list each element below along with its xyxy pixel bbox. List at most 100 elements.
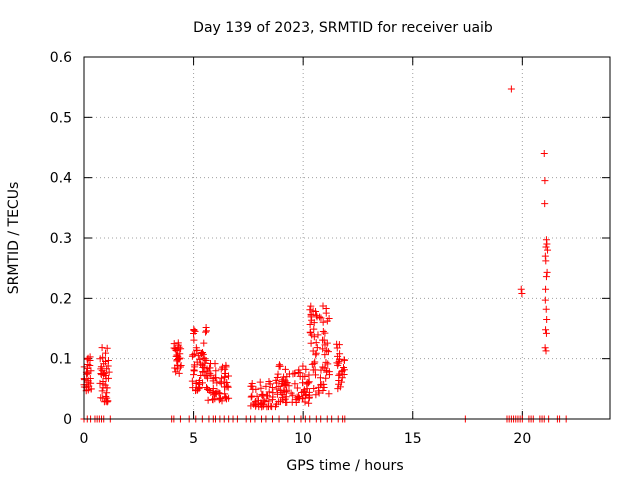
data-point — [544, 246, 552, 254]
data-point — [309, 347, 317, 355]
grid-lines — [84, 57, 610, 419]
data-point — [200, 339, 208, 347]
data-point — [86, 353, 94, 361]
data-point — [170, 340, 178, 348]
data-point — [201, 355, 209, 363]
plot-frame — [83, 56, 611, 420]
data-point — [306, 306, 314, 314]
chart-title: Day 139 of 2023, SRMTID for receiver uai… — [193, 20, 493, 36]
data-point — [174, 362, 182, 370]
data-point — [319, 345, 327, 353]
data-point — [221, 369, 229, 377]
x-tick-label: 20 — [513, 431, 531, 447]
data-point — [334, 361, 342, 369]
data-point — [274, 370, 282, 378]
y-tick-label: 0 — [63, 412, 72, 428]
data-point — [312, 307, 320, 315]
data-point — [199, 363, 207, 371]
y-tick-label: 0.5 — [50, 110, 72, 126]
data-point — [83, 364, 91, 372]
data-point — [307, 310, 315, 318]
data-point — [104, 397, 112, 405]
data-point — [320, 336, 328, 344]
data-point — [191, 387, 199, 395]
data-point — [103, 398, 111, 406]
data-point — [288, 398, 296, 406]
data-point — [100, 360, 108, 368]
data-point — [340, 364, 348, 372]
data-point — [287, 389, 295, 397]
data-point — [301, 373, 309, 381]
data-point — [98, 344, 106, 352]
data-point — [335, 380, 343, 388]
data-point — [216, 378, 224, 386]
x-tick-label: 15 — [404, 431, 422, 447]
data-point — [324, 360, 332, 368]
data-point — [222, 361, 230, 369]
data-point — [252, 385, 260, 393]
data-point — [310, 384, 318, 392]
data-point — [323, 317, 331, 325]
data-point — [320, 380, 328, 388]
data-point — [275, 382, 283, 390]
data-point — [87, 385, 95, 393]
data-point — [321, 351, 329, 359]
data-point — [257, 400, 265, 408]
data-point — [307, 302, 315, 310]
data-point — [334, 352, 342, 360]
data-point — [338, 368, 346, 376]
data-point — [282, 387, 290, 395]
data-point — [188, 377, 196, 385]
data-point — [195, 379, 203, 387]
data-point — [305, 399, 313, 407]
x-tick-label: 0 — [80, 431, 89, 447]
data-point — [301, 398, 309, 406]
data-point — [189, 351, 197, 359]
data-point — [309, 366, 317, 374]
data-point — [542, 273, 550, 281]
data-point — [99, 384, 107, 392]
data-point — [265, 388, 273, 396]
data-point — [104, 362, 112, 370]
data-point — [324, 348, 332, 356]
data-point — [281, 377, 289, 385]
data-point — [312, 339, 320, 347]
data-point — [317, 366, 325, 374]
data-point — [263, 392, 271, 400]
data-point — [263, 403, 271, 411]
data-point — [338, 374, 346, 382]
data-point — [98, 367, 106, 375]
data-point — [174, 339, 182, 347]
data-point — [103, 389, 111, 397]
data-point — [215, 396, 223, 404]
data-point — [316, 313, 324, 321]
data-point — [275, 362, 283, 370]
data-points — [80, 85, 570, 423]
data-point — [190, 330, 198, 338]
data-point — [224, 382, 232, 390]
data-point — [176, 350, 184, 358]
data-point — [314, 331, 322, 339]
data-point — [172, 368, 180, 376]
data-point — [312, 391, 320, 399]
data-point — [540, 150, 548, 158]
data-point — [541, 177, 549, 185]
data-point — [209, 396, 217, 404]
data-point — [268, 384, 276, 392]
data-point — [322, 374, 330, 382]
axis-ticks: 0 0.1 0.2 0.3 0.4 0.5 0.6 0 5 10 15 20 — [50, 50, 610, 447]
data-point — [102, 393, 110, 401]
data-point — [261, 398, 269, 406]
x-tick-label: 5 — [189, 431, 198, 447]
data-point — [312, 311, 320, 319]
data-point — [84, 386, 92, 394]
data-point — [99, 377, 107, 385]
data-point — [305, 378, 313, 386]
data-point — [216, 390, 224, 398]
data-point — [257, 384, 265, 392]
data-point — [323, 339, 331, 347]
data-point — [196, 356, 204, 364]
data-point — [175, 355, 183, 363]
data-point — [202, 328, 210, 336]
